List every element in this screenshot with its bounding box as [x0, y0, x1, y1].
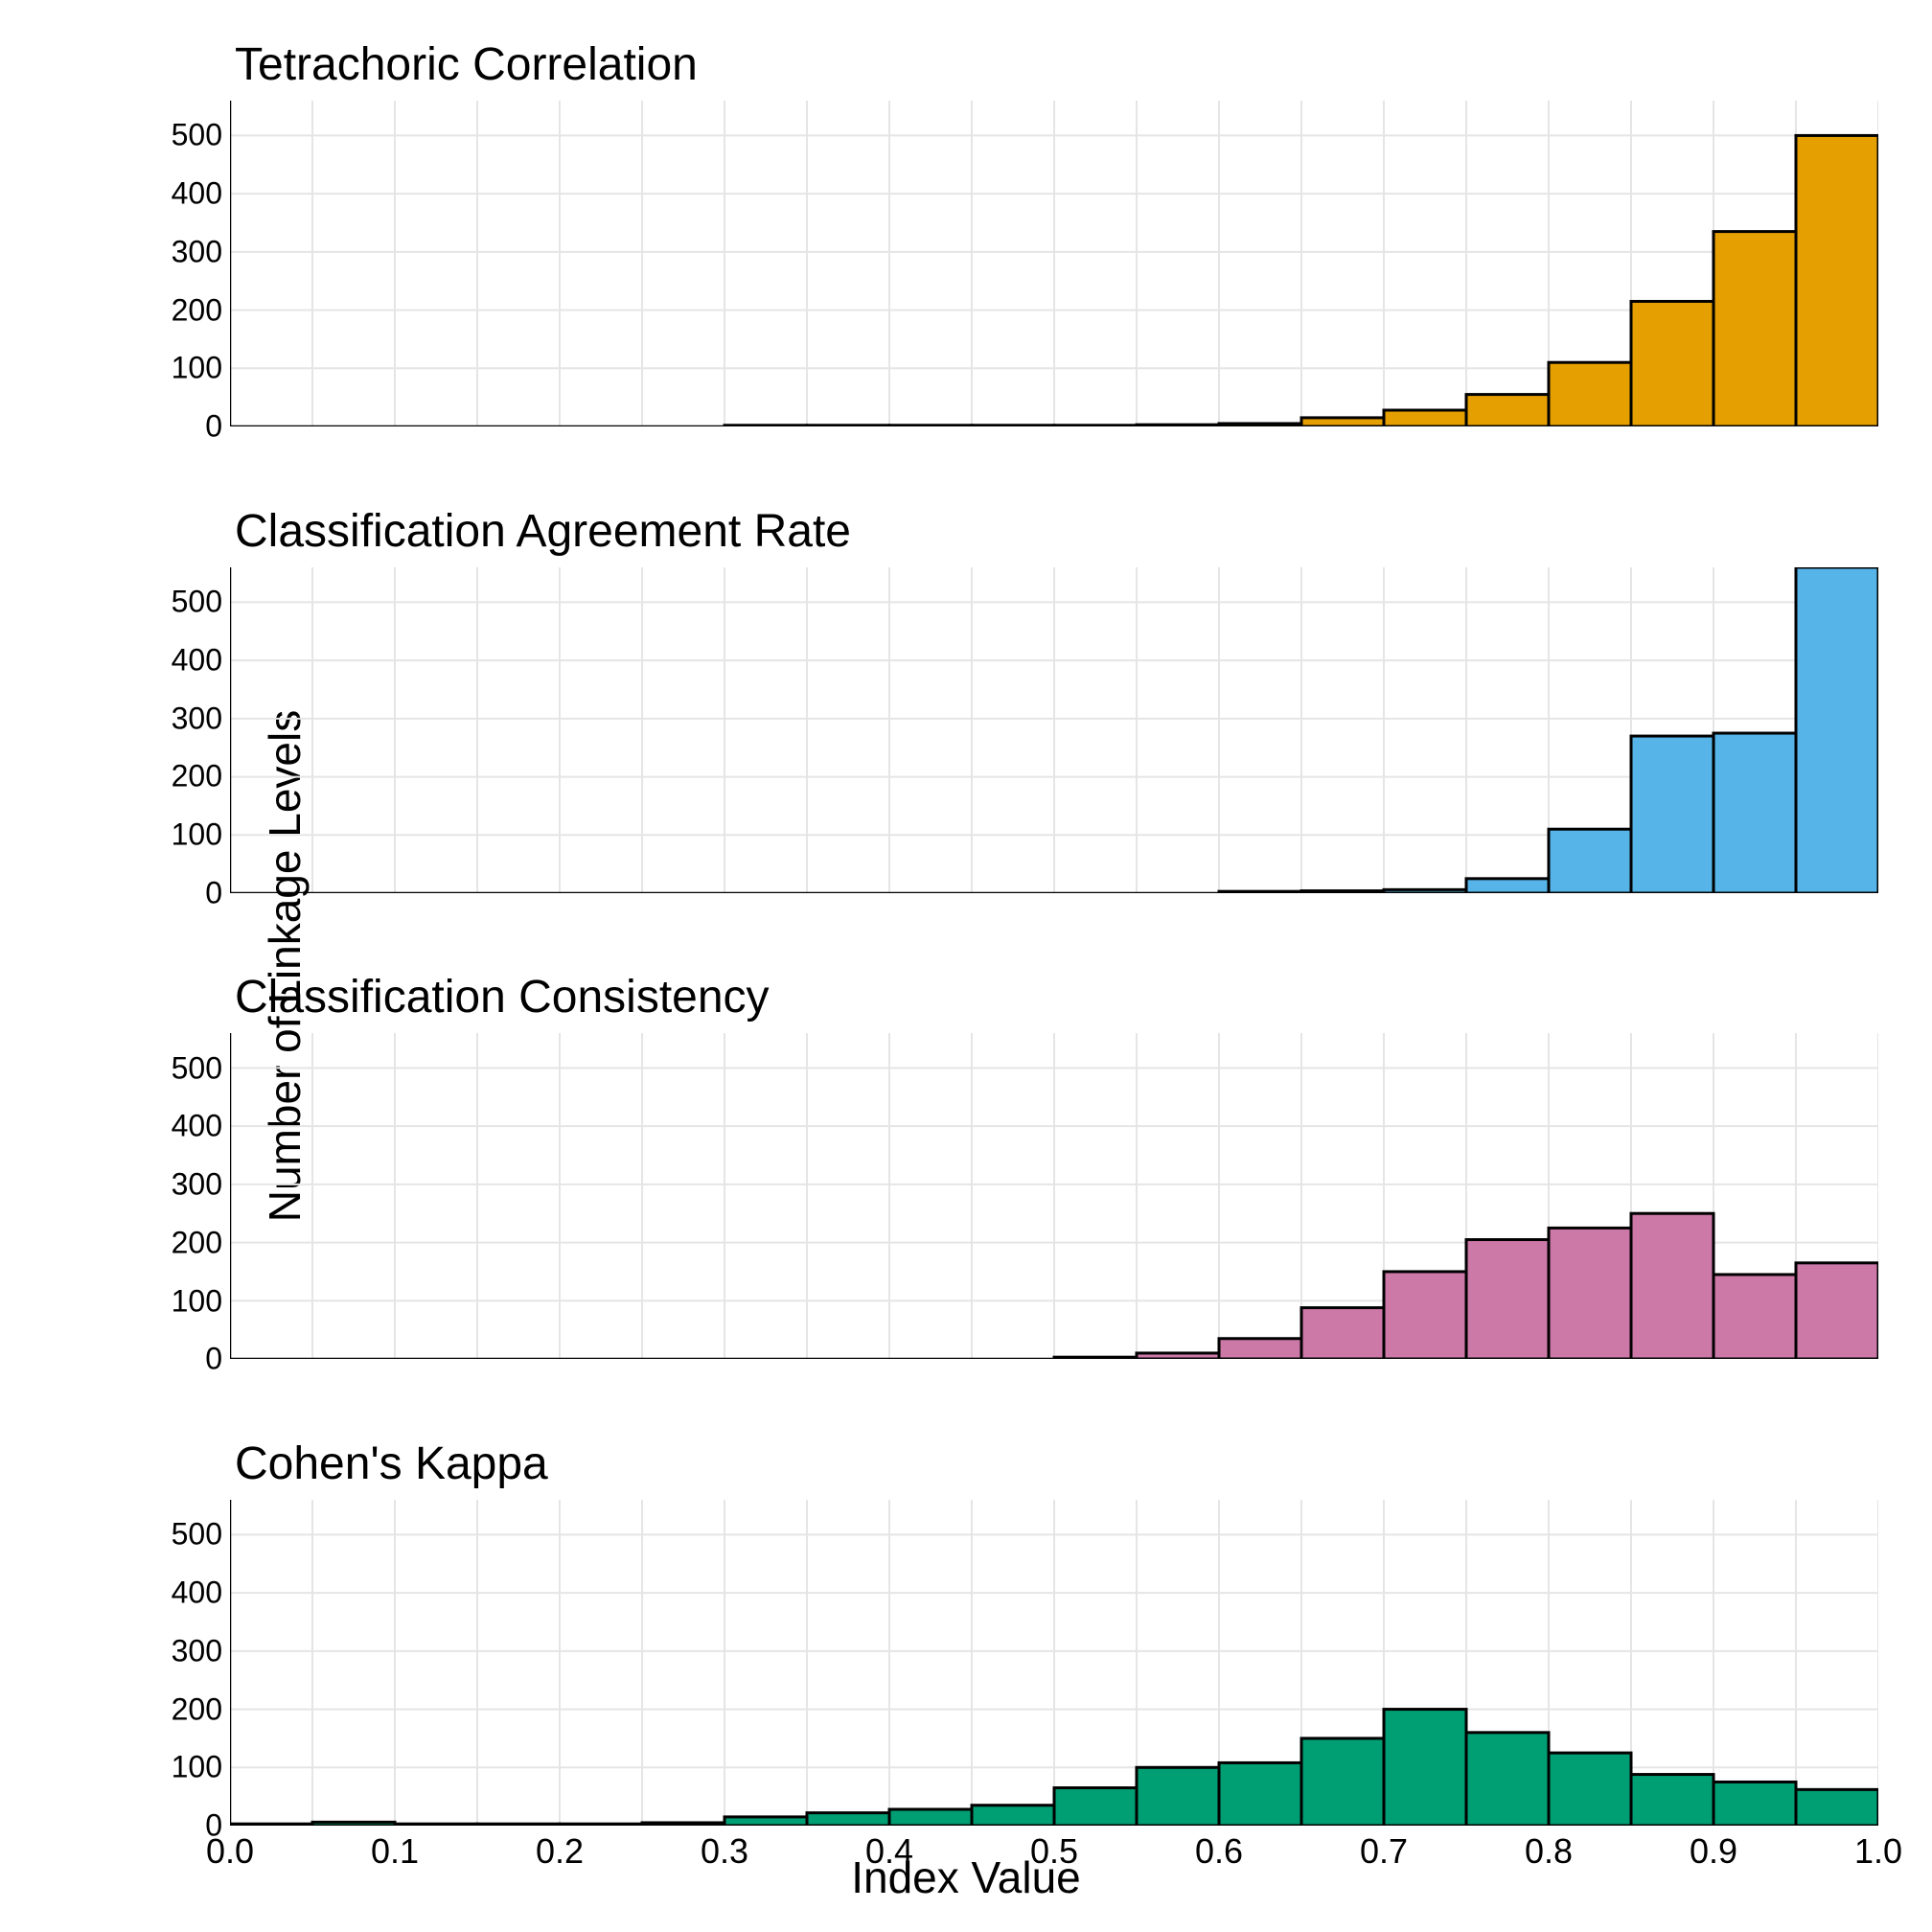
plot-area	[230, 1500, 1878, 1826]
plot-area	[230, 1033, 1878, 1359]
y-tick-label: 200	[172, 759, 222, 794]
histogram-bar	[1466, 878, 1549, 892]
panel-title: Tetrachoric Correlation	[235, 38, 1878, 91]
histogram-bar	[1054, 1788, 1137, 1826]
histogram-bar	[1384, 410, 1466, 426]
histogram-svg	[230, 101, 1878, 426]
histogram-bar	[1714, 733, 1796, 893]
panels-container: Tetrachoric Correlation0100200300400500C…	[172, 38, 1878, 1840]
histogram-panel: Cohen's Kappa01002003004005000.00.10.20.…	[172, 1438, 1878, 1840]
panel-title: Classification Agreement Rate	[235, 505, 1878, 558]
y-tick-label: 0	[205, 875, 222, 910]
histogram-bar	[1631, 1214, 1714, 1360]
plot-area	[230, 567, 1878, 893]
y-tick-label: 100	[172, 816, 222, 852]
histogram-bar	[1384, 1272, 1466, 1359]
plot-wrap: 0100200300400500	[172, 1500, 1878, 1826]
histogram-bar	[1301, 1308, 1384, 1359]
y-tick-label: 100	[172, 351, 222, 386]
y-tick-label: 200	[172, 1225, 222, 1260]
y-axis: 0100200300400500	[172, 1033, 230, 1359]
y-tick-label: 400	[172, 642, 222, 678]
y-tick-label: 200	[172, 1691, 222, 1727]
y-tick-label: 100	[172, 1750, 222, 1785]
histogram-bar	[1714, 1782, 1796, 1826]
y-tick-label: 200	[172, 292, 222, 328]
histogram-bar	[807, 1813, 889, 1826]
y-tick-label: 400	[172, 176, 222, 212]
histogram-bar	[1466, 1733, 1549, 1826]
y-tick-label: 300	[172, 1633, 222, 1668]
histogram-svg	[230, 1033, 1878, 1359]
y-axis: 0100200300400500	[172, 101, 230, 426]
y-tick-label: 0	[205, 409, 222, 445]
y-tick-label: 400	[172, 1576, 222, 1611]
histogram-bar	[1384, 1710, 1466, 1826]
plot-wrap: 0100200300400500	[172, 101, 1878, 426]
histogram-svg	[230, 1500, 1878, 1826]
panel-title: Cohen's Kappa	[235, 1438, 1878, 1490]
plot-area	[230, 101, 1878, 426]
histogram-bar	[1219, 1762, 1301, 1826]
histogram-bar	[1796, 1789, 1878, 1826]
histogram-panel: Tetrachoric Correlation0100200300400500	[172, 38, 1878, 441]
y-tick-label: 100	[172, 1283, 222, 1319]
histogram-panel: Classification Agreement Rate 0 100 200 300 4…	[172, 505, 1878, 908]
histogram-bar	[1714, 232, 1796, 426]
y-tick-label: 400	[172, 1109, 222, 1144]
chart-page: Number of Linkage Levels Tetrachoric Cor…	[0, 0, 1932, 1932]
histogram-svg	[230, 567, 1878, 893]
histogram-bar	[1631, 1775, 1714, 1826]
x-axis-label: Index Value	[0, 1852, 1932, 1903]
histogram-bar	[1714, 1275, 1796, 1359]
histogram-bar	[1466, 1240, 1549, 1359]
y-axis: 0100200300400500	[172, 1500, 230, 1826]
y-axis: 0100200300400500	[172, 567, 230, 893]
histogram-bar	[1796, 1263, 1878, 1359]
histogram-bar	[1301, 418, 1384, 426]
histogram-bar	[1219, 1339, 1301, 1359]
plot-wrap: 0100200300400500	[172, 1033, 1878, 1359]
histogram-panel: Classification Consistency01002003004005…	[172, 971, 1878, 1373]
y-tick-label: 500	[172, 118, 222, 153]
histogram-bar	[724, 1817, 807, 1826]
y-tick-label: 500	[172, 1050, 222, 1086]
histogram-bar	[1796, 567, 1878, 893]
histogram-bar	[1466, 395, 1549, 426]
histogram-bar	[1631, 301, 1714, 426]
histogram-bar	[1549, 1229, 1631, 1360]
histogram-bar	[889, 1809, 972, 1826]
y-tick-label: 300	[172, 234, 222, 269]
histogram-bar	[1549, 1753, 1631, 1826]
y-tick-label: 0	[205, 1342, 222, 1377]
histogram-bar	[1796, 135, 1878, 426]
y-tick-label: 300	[172, 1167, 222, 1203]
histogram-bar	[1549, 362, 1631, 426]
y-tick-label: 500	[172, 585, 222, 620]
histogram-bar	[1301, 1738, 1384, 1826]
histogram-bar	[1631, 736, 1714, 893]
panel-title: Classification Consistency	[235, 971, 1878, 1024]
y-tick-label: 300	[172, 701, 222, 736]
histogram-bar	[972, 1806, 1054, 1826]
histogram-bar	[1137, 1767, 1219, 1826]
y-tick-label: 500	[172, 1517, 222, 1552]
histogram-bar	[1549, 829, 1631, 893]
plot-wrap: 0100200300400500	[172, 567, 1878, 893]
